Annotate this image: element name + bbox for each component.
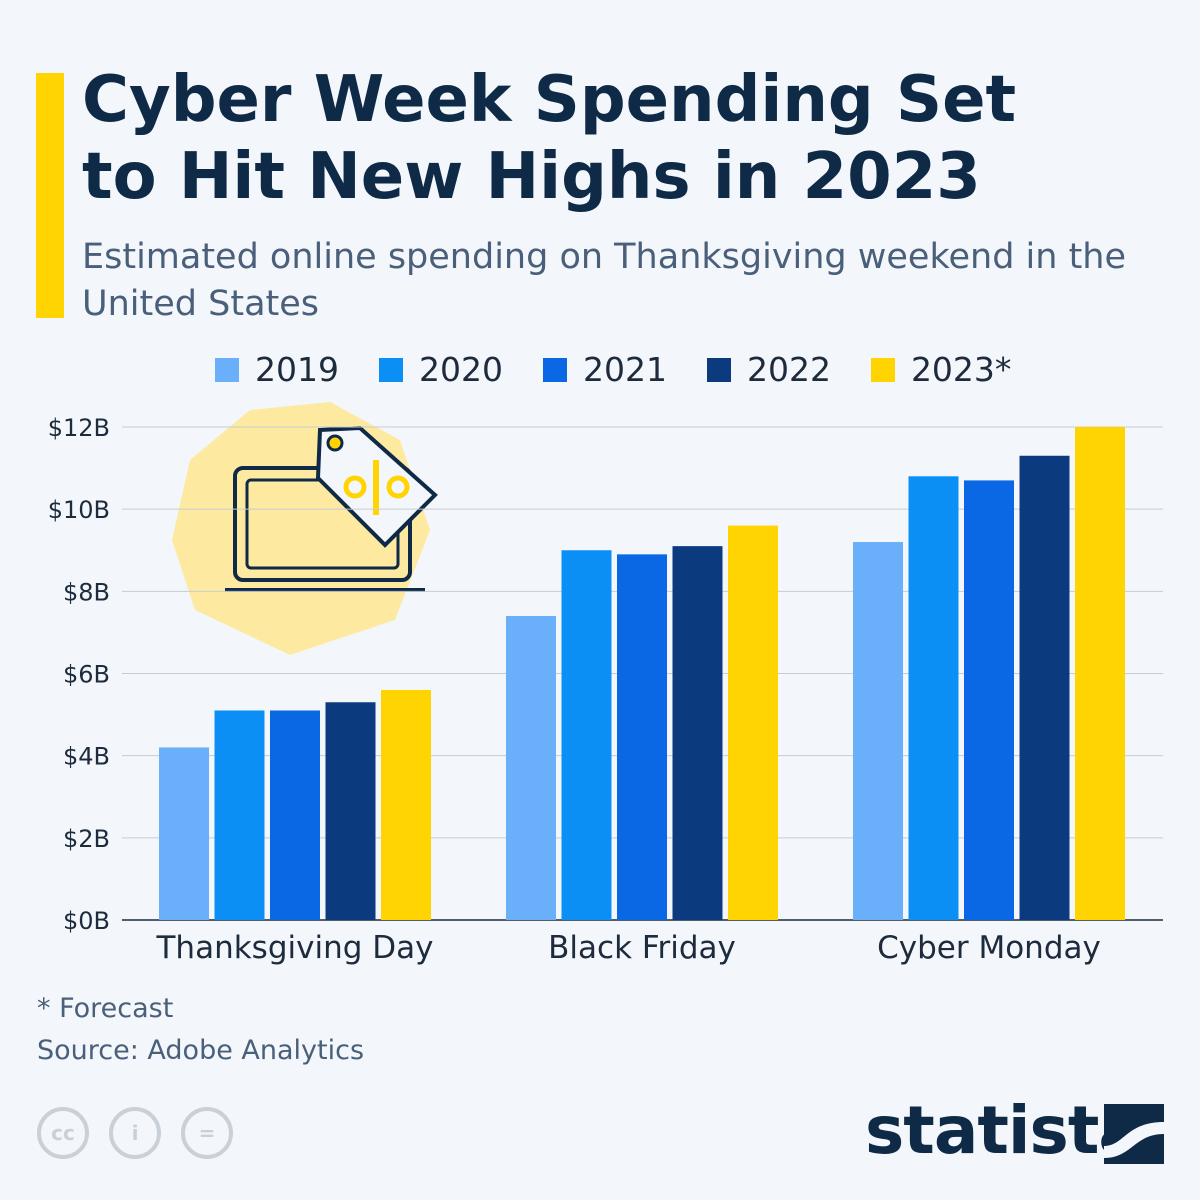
- chart-subtitle: Estimated online spending on Thanksgivin…: [82, 237, 1127, 324]
- source[interactable]: Source: Adobe Analytics: [37, 1035, 365, 1066]
- legend-label: 2019: [255, 350, 339, 389]
- legend-swatch: [870, 357, 895, 382]
- bar-2021-cyber-monday: [964, 480, 1014, 920]
- legend-item: 2019: [215, 350, 339, 389]
- legend-item: 2021: [542, 350, 667, 389]
- bar-2020-cyber-monday: [908, 476, 959, 920]
- bar-2022-cyber-monday: [1019, 455, 1070, 920]
- y-tick-label: $4B: [63, 743, 110, 771]
- chart-title: Cyber Week Spending Set to Hit New Highs…: [82, 63, 1017, 214]
- legend: 2019 2020 2021 2022 2023*: [215, 350, 1051, 389]
- bar-2023-thanksgiving-day: [381, 689, 431, 920]
- bar-2019-thanksgiving-day: [159, 747, 209, 920]
- bar-2020-black-friday: [561, 550, 612, 920]
- y-tick-label: $12B: [48, 414, 110, 442]
- illustration-laptop-tag-icon: [172, 402, 438, 655]
- legend-item: 2022: [706, 350, 831, 389]
- attribution-icon[interactable]: i: [109, 1107, 161, 1159]
- legend-label: 2020: [418, 350, 503, 389]
- bar-chart: $0B $2B $4B $6B $8B $10B $12B Thanksgiving Day B…: [48, 402, 1163, 966]
- y-tick-label: $2B: [63, 825, 110, 853]
- y-tick-label: $6B: [63, 661, 110, 689]
- bar-2019-cyber-monday: [853, 542, 903, 920]
- legend-item: 2023*: [870, 350, 1012, 389]
- bar-2021-thanksgiving-day: [270, 710, 320, 920]
- legend-label: 2023*: [910, 350, 1012, 389]
- statista-logo-icon: [1104, 1104, 1164, 1164]
- y-tick-label: $8B: [63, 578, 110, 606]
- bar-2022-black-friday: [672, 546, 723, 920]
- y-tick-label: $0B: [63, 907, 110, 935]
- y-tick-label: $10B: [48, 496, 110, 524]
- bar-2019-black-friday: [506, 615, 556, 920]
- legend-label: 2022: [746, 350, 831, 389]
- legend-item: 2020: [378, 350, 503, 389]
- legend-swatch: [378, 357, 403, 382]
- x-tick-label: Black Friday: [548, 930, 736, 966]
- bar-2023-black-friday: [728, 525, 778, 920]
- x-tick-label: Cyber Monday: [877, 930, 1101, 966]
- x-tick-label: Thanksgiving Day: [156, 930, 434, 966]
- legend-swatch: [215, 357, 239, 382]
- legend-label: 2021: [582, 350, 667, 389]
- brand-name: statista: [865, 1092, 1143, 1169]
- title-accent-bar: [36, 73, 64, 318]
- bar-2022-thanksgiving-day: [325, 702, 376, 920]
- no-derivatives-icon[interactable]: =: [181, 1107, 233, 1159]
- legend-swatch: [542, 357, 567, 382]
- bar-2021-black-friday: [617, 554, 667, 920]
- bar-2020-thanksgiving-day: [214, 710, 265, 920]
- footnote: * Forecast: [37, 993, 174, 1024]
- creative-commons-icon[interactable]: cc: [37, 1107, 89, 1159]
- legend-swatch: [706, 357, 731, 382]
- bar-2023-cyber-monday: [1075, 427, 1125, 920]
- statista-logo[interactable]: statista: [865, 1092, 1143, 1169]
